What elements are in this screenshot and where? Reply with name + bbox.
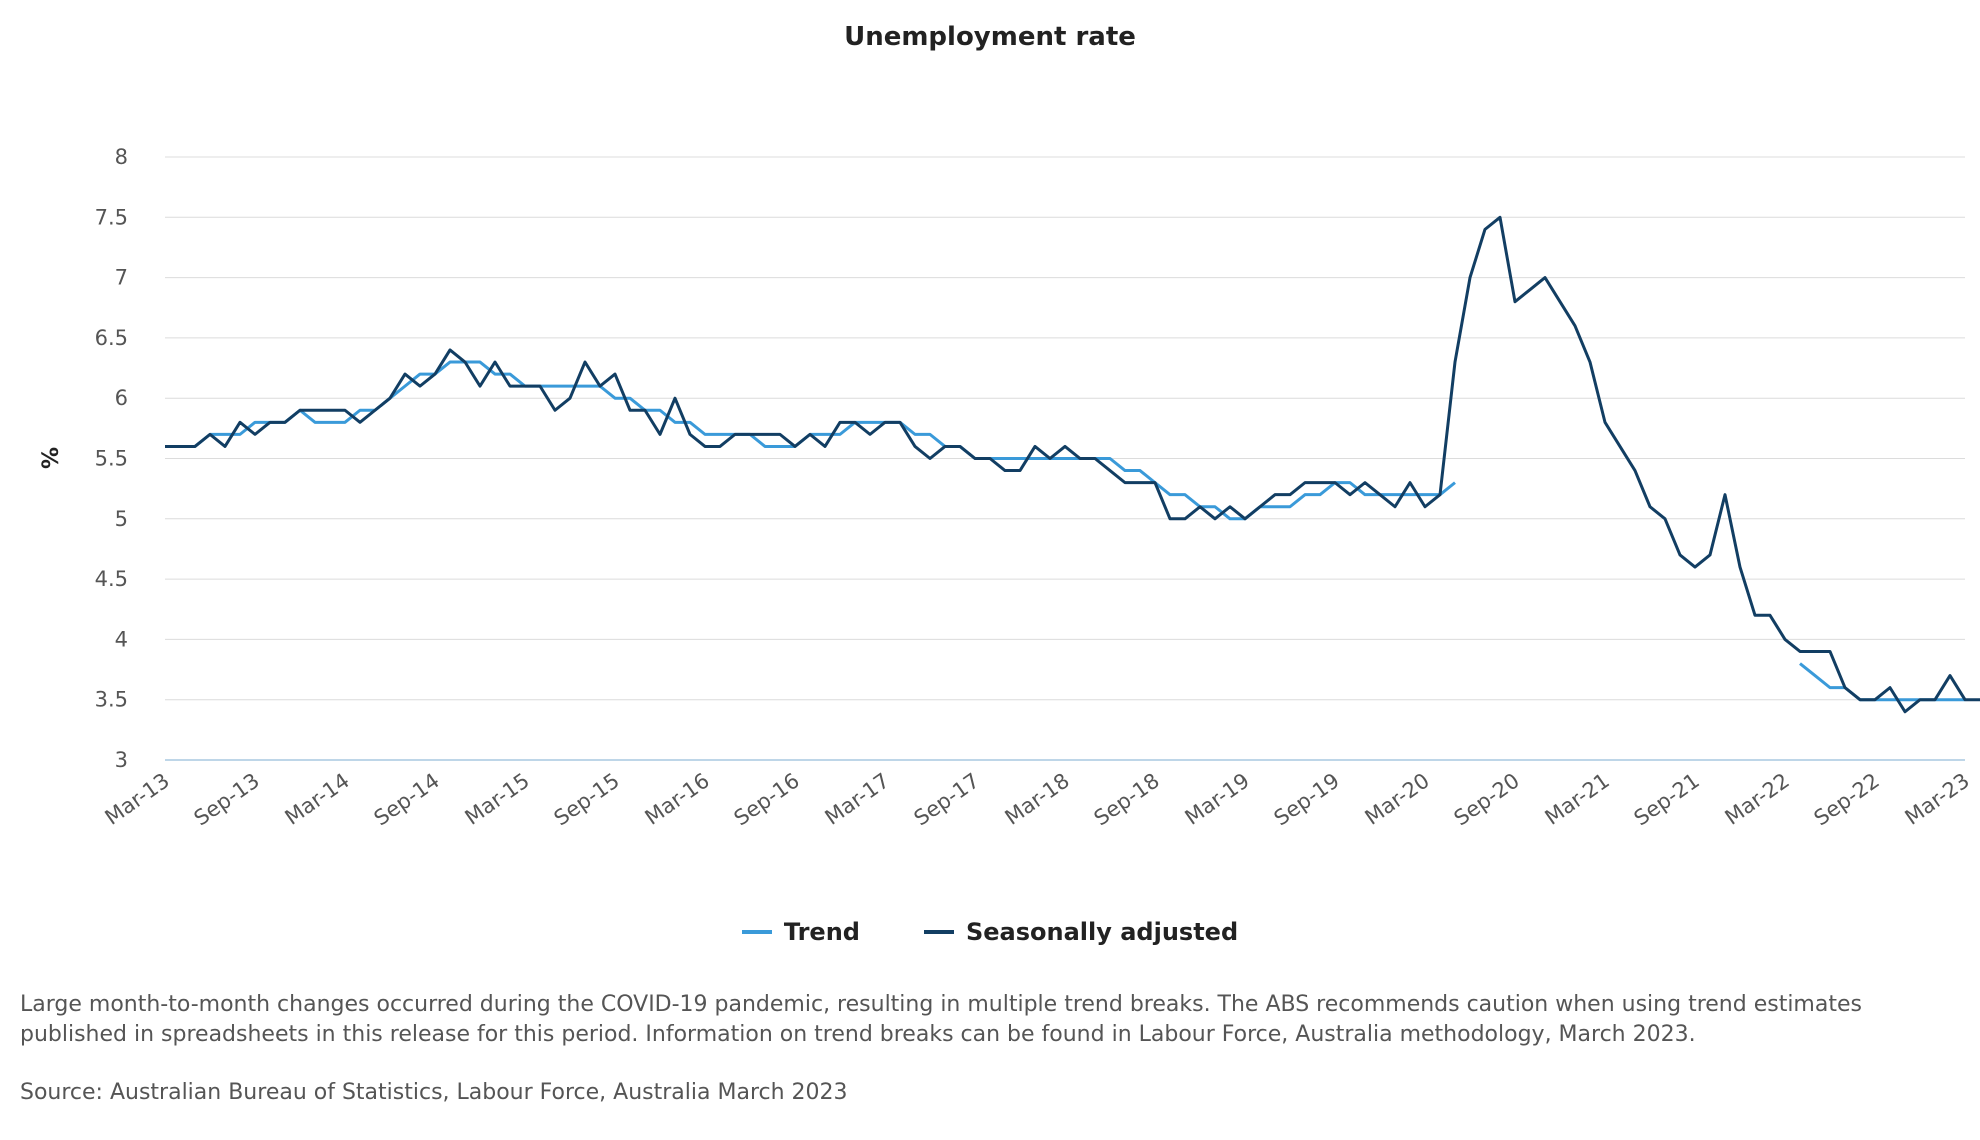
legend-item-seasonally-adjusted[interactable]: Seasonally adjusted [923, 918, 1239, 946]
x-tick-label: Sep-14 [370, 768, 444, 830]
x-tick-label: Mar-19 [1181, 768, 1254, 829]
x-tick-label: Mar-21 [1541, 768, 1614, 829]
x-tick-label: Sep-13 [190, 768, 264, 830]
legend-label-trend: Trend [783, 918, 860, 946]
y-tick-label: 4 [115, 627, 128, 651]
y-tick-label: 7.5 [95, 205, 128, 229]
y-axis-ticks: 3 3.5 4 4.5 5 5.5 6 6.5 7 7.5 8 [95, 145, 128, 772]
x-tick-label: Mar-18 [1001, 768, 1074, 829]
x-tick-label: Mar-20 [1361, 768, 1434, 829]
gridlines [165, 156, 1965, 761]
x-tick-label: Sep-16 [730, 768, 804, 830]
x-tick-label: Sep-18 [1090, 768, 1164, 830]
y-tick-label: 7 [115, 266, 128, 290]
x-axis-ticks: Mar-13 Sep-13 Mar-14 Sep-14 Mar-15 Sep-15 Mar-… [101, 768, 1974, 830]
x-tick-label: Mar-13 [101, 768, 174, 829]
series-lines [165, 215, 1980, 714]
x-tick-label: Mar-16 [641, 768, 714, 829]
chart-note: Large month-to-month changes occurred du… [20, 992, 1862, 1047]
y-tick-label: 6 [115, 386, 128, 410]
x-tick-label: Sep-21 [1630, 768, 1704, 830]
y-tick-label: 3.5 [95, 688, 128, 712]
y-tick-label: 5.5 [95, 447, 128, 471]
x-tick-label: Sep-17 [910, 768, 984, 830]
line-chart: 3 3.5 4 4.5 5 5.5 6 6.5 7 7.5 8 Mar-13 Sep-13 Mar-14… [39, 145, 1980, 830]
y-tick-label: 3 [115, 748, 128, 772]
y-tick-label: 6.5 [95, 326, 128, 350]
x-tick-label: Mar-15 [461, 768, 534, 829]
x-tick-label: Sep-15 [550, 768, 624, 830]
y-tick-label: 4.5 [95, 567, 128, 591]
x-tick-label: Mar-14 [281, 768, 354, 829]
x-tick-label: Mar-23 [1901, 768, 1974, 829]
legend-label-seasonally-adjusted: Seasonally adjusted [965, 918, 1239, 946]
chart-title: Unemployment rate [844, 22, 1136, 52]
chart-source: Source: Australian Bureau of Statistics,… [20, 1080, 848, 1105]
legend-item-trend[interactable]: Trend [741, 918, 860, 946]
x-tick-label: Mar-17 [821, 768, 894, 829]
legend-swatch-seasonally-adjusted [923, 930, 954, 934]
series-line-seasonally-adjusted [165, 215, 1980, 714]
y-axis-label: % [39, 447, 64, 469]
x-tick-label: Sep-19 [1270, 768, 1344, 830]
x-tick-label: Sep-22 [1810, 768, 1884, 830]
x-tick-label: Sep-20 [1450, 768, 1524, 830]
legend-swatch-trend [741, 930, 772, 934]
y-tick-label: 5 [115, 507, 128, 531]
y-tick-label: 8 [115, 145, 128, 169]
series-line-trend [165, 360, 1965, 702]
legend: Trend Seasonally adjusted [0, 918, 1980, 946]
x-tick-label: Mar-22 [1721, 768, 1794, 829]
